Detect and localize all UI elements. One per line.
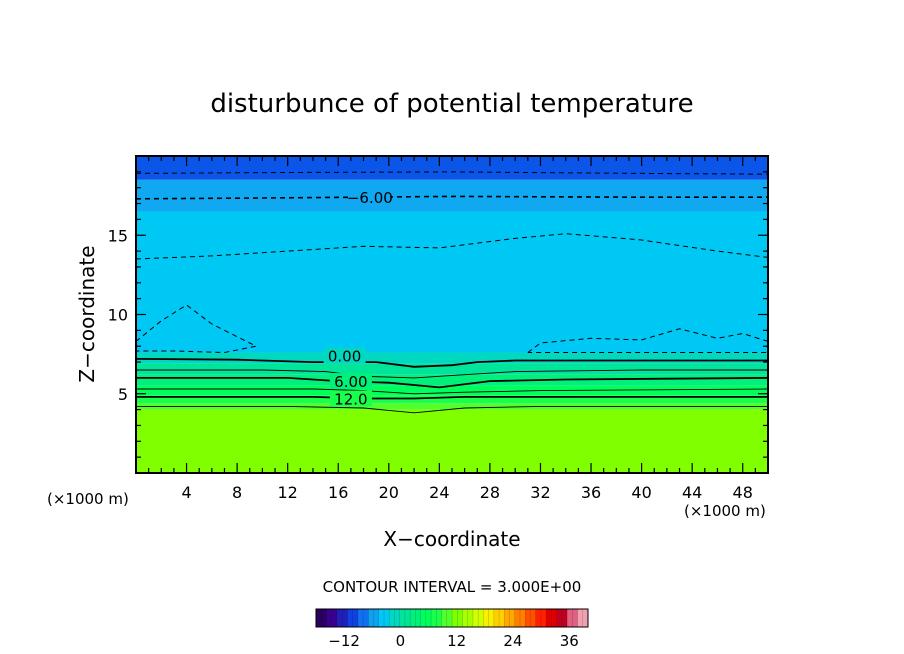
x-tick-label: 16 [328, 483, 348, 502]
color-band-1 [136, 403, 768, 410]
colorbar-swatch-1 [326, 609, 338, 627]
colorbar-swatch-6 [378, 609, 390, 627]
x-unit-right: (×1000 m) [684, 502, 766, 520]
contour-label-bg-2 [329, 373, 372, 390]
colorbar-swatch-4 [357, 609, 369, 627]
colorbar-swatch-2 [336, 609, 348, 627]
colorbar-swatch-24 [567, 609, 579, 627]
contour-interval-text: CONTOUR INTERVAL = 3.000E+00 [323, 578, 582, 596]
x-axis-label: X−coordinate [383, 527, 520, 551]
solid-contour-0 [136, 358, 768, 368]
x-unit-left: (×1000 m) [47, 490, 129, 508]
x-tick-label: 24 [429, 483, 449, 502]
colorbar-swatch-15 [472, 609, 484, 627]
color-band-0 [136, 409, 768, 473]
colorbar-swatch-7 [389, 609, 401, 627]
dashed-contour-1 [136, 195, 768, 200]
solid-contour-2 [136, 377, 768, 389]
colorbar-swatch-25 [577, 609, 589, 627]
dashed-contours [136, 171, 768, 354]
colorbar-tick-label: 24 [503, 632, 522, 650]
chart-title: disturbunce of potential temperature [210, 89, 693, 119]
x-tick-label: 44 [682, 483, 702, 502]
colorbar-tick-label: 12 [447, 632, 466, 650]
colorbar-swatch-10 [420, 609, 432, 627]
y-tick-label: 15 [108, 226, 128, 245]
dashed-contour-0 [136, 171, 768, 175]
colorbar-tick-label: 0 [396, 632, 406, 650]
y-axis-ticks: 5 10 15 [108, 171, 768, 458]
dashed-contour-3 [136, 304, 258, 354]
colorbar-swatch-11 [431, 609, 443, 627]
contour-label-bg-0 [348, 189, 391, 206]
colorbar-swatch-18 [504, 609, 516, 627]
colorbar-swatch-8 [399, 609, 411, 627]
colorbar-swatch-13 [452, 609, 463, 627]
solid-contour-4 [136, 396, 768, 400]
contour-label-3: 12.0 [334, 391, 367, 409]
contour-label-1: 0.00 [328, 348, 361, 366]
solid-contour-3 [136, 388, 768, 395]
x-tick-label: 12 [278, 483, 298, 502]
colorbar-tick-label: −12 [328, 632, 360, 650]
colorbar-swatch-5 [368, 609, 380, 627]
colorbar-swatch-3 [347, 609, 359, 627]
x-tick-label: 36 [581, 483, 601, 502]
contour-label-bg-3 [329, 390, 372, 407]
x-tick-label: 4 [181, 483, 191, 502]
colorbar-swatch-0 [316, 609, 327, 627]
dashed-contour-4 [527, 328, 768, 353]
x-axis-ticks: 4 8 12 16 20 24 28 32 36 40 44 48 [148, 156, 756, 502]
colorbar-swatch-22 [546, 609, 558, 627]
colorbar-tick-label: 36 [560, 632, 579, 650]
colorbar-swatch-12 [441, 609, 453, 627]
contour-label-2: 6.00 [334, 373, 367, 391]
colorbar-swatch-14 [462, 609, 474, 627]
color-band-5 [136, 363, 768, 375]
x-tick-label: 48 [733, 483, 753, 502]
color-band-7 [136, 211, 768, 353]
y-axis-label: Z−coordinate [75, 245, 99, 382]
color-band-2 [136, 395, 768, 404]
colorbar-swatch-20 [525, 609, 537, 627]
y-tick-label: 5 [118, 385, 128, 404]
colorbar-frame [315, 608, 589, 628]
x-tick-label: 20 [379, 483, 399, 502]
colorbar-swatch-9 [410, 609, 422, 627]
colorbar-swatch-16 [483, 609, 495, 627]
color-band-4 [136, 374, 768, 386]
colorbar-swatch-17 [493, 609, 505, 627]
x-tick-label: 28 [480, 483, 500, 502]
solid-contour-5 [136, 405, 768, 414]
x-tick-label: 40 [631, 483, 651, 502]
colorbar-swatch-23 [556, 609, 568, 627]
colorbar-swatch-19 [514, 609, 526, 627]
solid-contours [136, 358, 768, 414]
x-tick-label: 8 [232, 483, 242, 502]
contour-label-0: −6.00 [347, 189, 393, 207]
color-band-9 [136, 156, 768, 180]
y-tick-label: 10 [108, 306, 128, 325]
color-bands [136, 156, 768, 473]
colorbar-swatch-21 [535, 609, 547, 627]
color-band-3 [136, 385, 768, 396]
solid-contour-1 [136, 369, 768, 379]
x-tick-label: 32 [530, 483, 550, 502]
colorbar: −12 0 12 24 36 [315, 608, 589, 650]
contour-label-bg-1 [323, 347, 366, 364]
color-band-6 [136, 352, 768, 364]
